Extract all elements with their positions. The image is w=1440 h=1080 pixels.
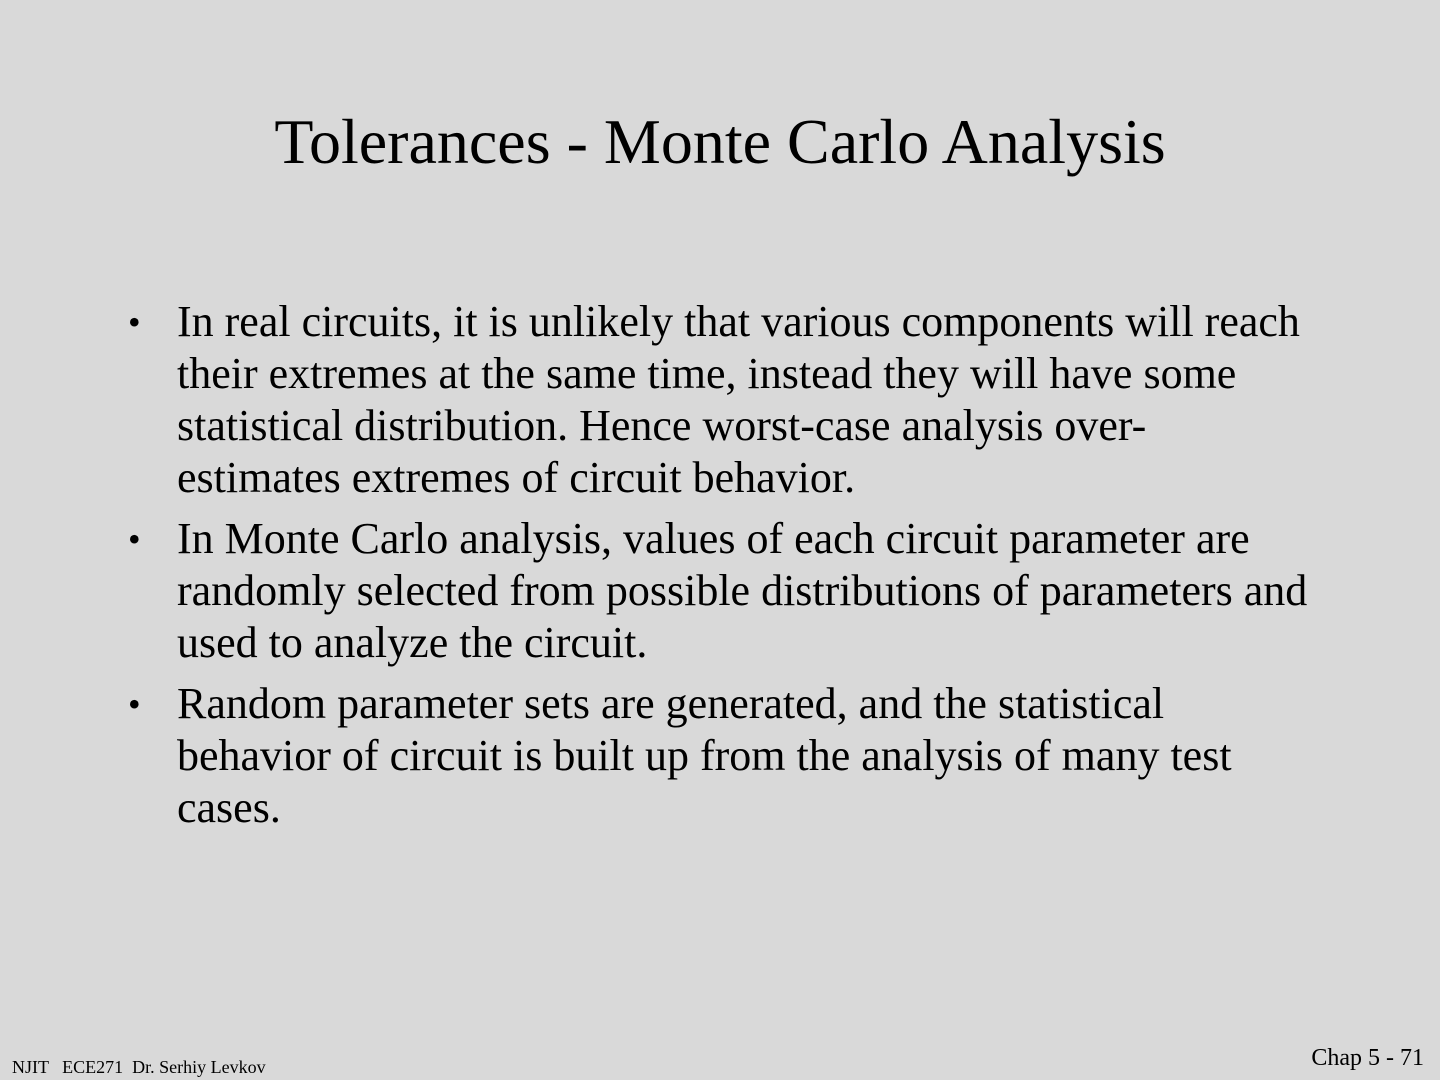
bullet-text: In real circuits, it is unlikely that va… [177, 297, 1300, 502]
bullet-icon: • [128, 302, 141, 342]
bullet-text: In Monte Carlo analysis, values of each … [177, 514, 1308, 667]
bullet-item: • In real circuits, it is unlikely that … [128, 296, 1308, 504]
bullet-icon: • [128, 519, 141, 559]
bullet-list: • In real circuits, it is unlikely that … [128, 296, 1308, 843]
footer-slide-number: Chap 5 - 71 [1311, 1045, 1424, 1071]
footer-course-info: NJIT ECE271 Dr. Serhiy Levkov [12, 1057, 266, 1077]
bullet-icon: • [128, 684, 141, 724]
bullet-item: • Random parameter sets are generated, a… [128, 678, 1308, 834]
bullet-text: Random parameter sets are generated, and… [177, 679, 1232, 832]
slide-title: Tolerances - Monte Carlo Analysis [274, 106, 1166, 177]
bullet-item: • In Monte Carlo analysis, values of eac… [128, 513, 1308, 669]
